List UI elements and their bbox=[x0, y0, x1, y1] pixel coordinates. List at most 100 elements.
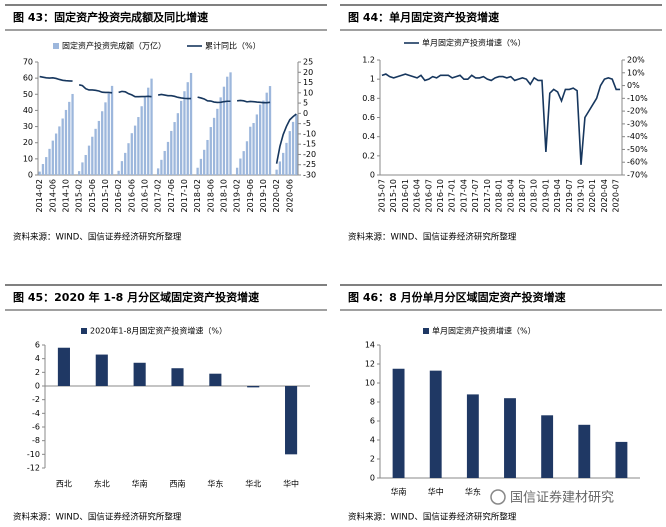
bar bbox=[110, 85, 114, 175]
line bbox=[118, 90, 152, 98]
bar bbox=[176, 113, 180, 175]
bar bbox=[117, 170, 120, 175]
x-tick-label: 2018-10 bbox=[219, 179, 228, 212]
bar bbox=[222, 86, 226, 175]
bar bbox=[81, 162, 84, 175]
bar bbox=[252, 123, 255, 175]
bar bbox=[249, 126, 252, 175]
y-tick-label: 0 bbox=[370, 171, 375, 180]
y2-tick-label: 0% bbox=[627, 81, 640, 90]
y-tick-label: -8 bbox=[32, 436, 40, 445]
x-tick-label: 2019-01 bbox=[541, 179, 550, 212]
y-tick-label: 4 bbox=[35, 354, 40, 363]
bar bbox=[173, 122, 176, 175]
bar bbox=[615, 441, 628, 478]
bar bbox=[219, 97, 222, 175]
x-tick-label: 2016-07 bbox=[424, 179, 433, 212]
x-tick-label: 2017-01 bbox=[448, 179, 457, 212]
x-tick-label: 2016-04 bbox=[413, 179, 422, 212]
y-tick-label: 50 bbox=[23, 90, 33, 99]
bar bbox=[288, 131, 291, 175]
bar bbox=[94, 128, 97, 175]
y-tick-label: 30 bbox=[23, 122, 33, 131]
bar bbox=[51, 140, 54, 175]
bar bbox=[58, 126, 61, 175]
legend-swatch bbox=[81, 328, 87, 334]
line bbox=[275, 113, 297, 164]
x-tick-label: 华南 bbox=[132, 479, 148, 489]
bar bbox=[245, 141, 249, 175]
y2-tick-label: -50% bbox=[627, 145, 648, 154]
bar bbox=[97, 120, 101, 175]
x-tick-label: 2019-04 bbox=[553, 179, 562, 212]
source-note: 资料来源：WIND、国信证券经济研究所整理 bbox=[13, 232, 182, 243]
y2-tick-label: -40% bbox=[627, 132, 648, 141]
bar bbox=[143, 97, 147, 175]
source-note: 资料来源：WIND、国信证券经济研究所整理 bbox=[13, 512, 182, 523]
legend-swatch bbox=[53, 43, 59, 49]
y-tick-label: 60 bbox=[23, 74, 33, 83]
bar bbox=[91, 136, 94, 175]
x-tick-label: 2014-06 bbox=[48, 179, 57, 212]
x-tick-label: 2016-02 bbox=[114, 179, 123, 212]
bar bbox=[95, 354, 108, 386]
x-tick-label: 华东 bbox=[207, 479, 223, 489]
y-tick-label: 4 bbox=[370, 436, 375, 445]
x-tick-label: 2018-04 bbox=[506, 179, 515, 212]
y2-tick-label: -20 bbox=[303, 150, 316, 159]
x-tick-label: 华北 bbox=[245, 479, 261, 489]
x-tick-label: 2015-10 bbox=[101, 179, 110, 212]
y-tick-label: 0 bbox=[35, 382, 40, 391]
y-tick-label: 2 bbox=[370, 455, 375, 464]
bar bbox=[212, 117, 216, 175]
bar bbox=[275, 169, 278, 175]
y2-tick-label: 15 bbox=[303, 78, 313, 87]
y-tick-label: 70 bbox=[23, 58, 33, 67]
line bbox=[237, 99, 271, 104]
x-tick-label: 2017-10 bbox=[180, 179, 189, 212]
x-tick-label: 2017-04 bbox=[459, 179, 468, 212]
x-tick-label: 2015-02 bbox=[75, 179, 84, 212]
bar bbox=[282, 152, 285, 175]
y-tick-label: 1.2 bbox=[362, 56, 375, 65]
bar bbox=[196, 167, 199, 175]
y2-tick-label: 20 bbox=[303, 68, 313, 77]
y-tick-label: 8 bbox=[370, 398, 375, 407]
bar bbox=[199, 158, 203, 175]
x-tick-label: 2015-10 bbox=[389, 179, 398, 212]
y-tick-label: 6 bbox=[35, 341, 40, 350]
x-tick-label: 2014-10 bbox=[61, 179, 70, 212]
y2-tick-label: 10 bbox=[303, 88, 313, 97]
y-tick-label: 14 bbox=[365, 341, 375, 350]
x-tick-label: 2016-01 bbox=[401, 179, 410, 212]
bar bbox=[130, 133, 133, 175]
y2-tick-label: -70% bbox=[627, 171, 648, 180]
x-tick-label: 东北 bbox=[94, 479, 110, 489]
y2-tick-label: -20% bbox=[627, 107, 648, 116]
legend-label: 累计同比（%） bbox=[205, 41, 261, 51]
bar bbox=[127, 143, 130, 175]
x-tick-label: 2015-07 bbox=[377, 179, 386, 212]
legend-swatch bbox=[423, 328, 429, 334]
bar bbox=[295, 114, 298, 175]
bar bbox=[504, 398, 516, 478]
panel-title: 图 45：2020 年 1-8 月分区域固定资产投资增速 bbox=[13, 290, 259, 304]
x-tick-label: 2020-07 bbox=[612, 179, 621, 212]
bar bbox=[265, 92, 268, 175]
legend-label: 固定资产投资完成额（万亿） bbox=[62, 41, 166, 51]
bar bbox=[77, 171, 81, 175]
bar bbox=[186, 82, 189, 175]
x-tick-label: 2016-10 bbox=[140, 179, 149, 212]
bar bbox=[189, 72, 193, 175]
y2-tick-label: 20% bbox=[627, 56, 645, 65]
bar bbox=[203, 149, 206, 175]
y-tick-label: 6 bbox=[370, 417, 375, 426]
x-tick-label: 2019-02 bbox=[233, 179, 242, 212]
y2-tick-label: 10% bbox=[627, 68, 645, 77]
y-tick-label: 10 bbox=[365, 379, 375, 388]
line bbox=[157, 93, 192, 100]
legend-label: 单月固定资产投资增速（%） bbox=[432, 326, 536, 336]
y-tick-label: -12 bbox=[27, 464, 40, 473]
line bbox=[39, 75, 73, 82]
